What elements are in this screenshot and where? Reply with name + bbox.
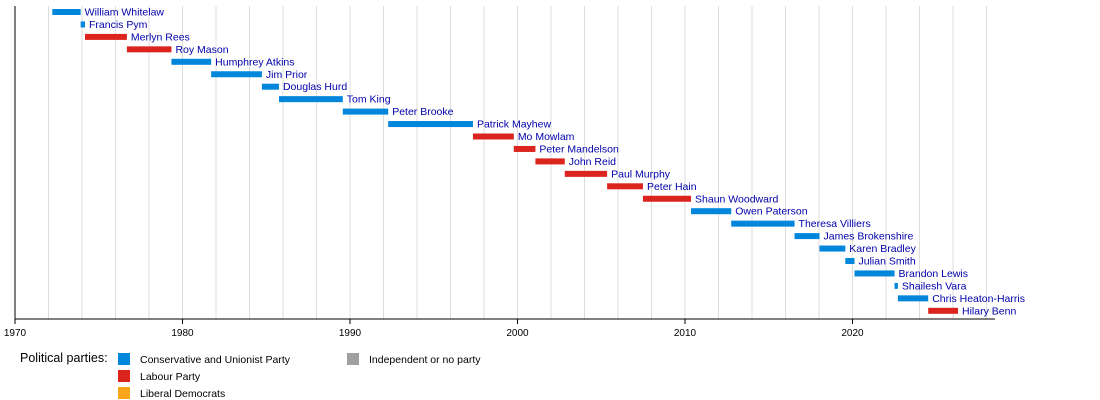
term-label: Humphrey Atkins	[215, 56, 294, 68]
legend-label: Independent or no party	[369, 354, 481, 366]
term-bar	[794, 233, 820, 240]
term-label: Julian Smith	[859, 256, 916, 268]
term-label: Mo Mowlam	[518, 131, 575, 143]
term-bar	[928, 307, 959, 314]
legend-swatch	[118, 353, 130, 365]
term-label: Francis Pym	[89, 19, 148, 31]
term-bar	[564, 170, 608, 177]
term-label: Shailesh Vara	[902, 280, 967, 292]
term-bar	[731, 220, 795, 227]
term-bar	[342, 108, 389, 115]
term-bar	[261, 83, 279, 90]
term-bar	[211, 71, 262, 78]
term-label: Hilary Benn	[962, 305, 1016, 317]
term-label: Owen Paterson	[735, 206, 808, 218]
x-tick-label: 2000	[506, 328, 529, 339]
term-bar	[472, 133, 514, 140]
term-bar	[894, 282, 898, 289]
legend-title: Political parties:	[20, 351, 108, 365]
term-bar	[535, 158, 565, 165]
term-bar	[80, 21, 86, 28]
term-label: Tom King	[347, 94, 391, 106]
term-label: Karen Bradley	[849, 243, 916, 255]
x-tick-label: 1980	[171, 328, 194, 339]
term-label: Peter Hain	[647, 181, 697, 193]
x-tick-label: 2020	[841, 328, 864, 339]
legend-swatch	[347, 353, 359, 365]
term-bar	[513, 145, 536, 152]
term-label: Douglas Hurd	[283, 81, 347, 93]
term-label: William Whitelaw	[85, 7, 165, 19]
term-label: Peter Mandelson	[539, 143, 619, 155]
term-label: Patrick Mayhew	[477, 119, 552, 131]
term-bar	[819, 245, 846, 252]
term-bar	[607, 183, 643, 190]
term-label: John Reid	[569, 156, 616, 168]
term-bar	[897, 295, 929, 302]
term-label: Paul Murphy	[611, 168, 671, 180]
term-bar	[171, 58, 212, 65]
term-label: Chris Heaton-Harris	[932, 293, 1025, 305]
term-label: Jim Prior	[266, 69, 308, 81]
grid-lines	[48, 6, 987, 319]
term-bar	[52, 9, 81, 15]
term-bar	[388, 121, 473, 128]
term-label: Shaun Woodward	[695, 193, 778, 205]
legend-swatch	[118, 370, 130, 382]
term-label: Peter Brooke	[392, 106, 453, 118]
legend: Political parties: Conservative and Unio…	[20, 351, 481, 400]
term-label: Roy Mason	[175, 44, 228, 56]
term-label: Merlyn Rees	[131, 31, 190, 43]
legend-label: Labour Party	[140, 371, 201, 383]
term-bars	[52, 9, 959, 314]
term-label: Brandon Lewis	[899, 268, 968, 280]
term-bar	[642, 195, 692, 202]
x-tick-label: 2010	[674, 328, 697, 339]
term-bar	[691, 208, 732, 215]
term-bar	[85, 33, 127, 40]
x-tick-label: 1990	[339, 328, 362, 339]
term-bar	[278, 96, 343, 103]
legend-swatch	[118, 387, 130, 399]
term-bar	[126, 46, 172, 53]
legend-label: Conservative and Unionist Party	[140, 354, 291, 366]
term-label: Theresa Villiers	[799, 218, 871, 230]
axes	[14, 6, 995, 320]
term-label: James Brokenshire	[824, 231, 914, 243]
legend-label: Liberal Democrats	[140, 388, 225, 400]
term-bar	[854, 270, 895, 277]
term-bar	[845, 258, 855, 264]
x-axis-ticks: 1970 1980 1990 2000 2010 2020	[4, 319, 864, 339]
x-tick-label: 1970	[4, 328, 27, 339]
